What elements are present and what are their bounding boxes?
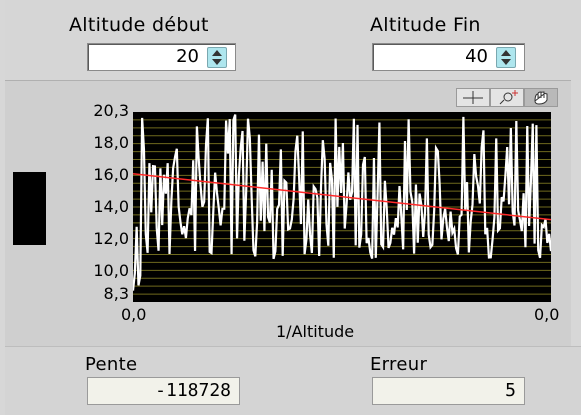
altitude-debut-value[interactable]: 20 (176, 46, 199, 67)
plot-area[interactable] (133, 112, 551, 302)
erreur-indicator: 5 (372, 377, 525, 405)
y-tick-label: 18,0 (93, 133, 129, 152)
y-tick-label: 8,3 (103, 284, 129, 303)
y-tick-label: 14,0 (93, 197, 129, 216)
y-tick-label: 12,0 (93, 229, 129, 248)
crosshair-cursor-icon[interactable] (456, 88, 490, 107)
fit-line (133, 173, 551, 221)
y-tick-label: 10,0 (93, 261, 129, 280)
side-indicator-block (13, 172, 46, 245)
altitude-debut-input[interactable]: 20 (87, 43, 236, 71)
altitude-fin-label: Altitude Fin (370, 14, 481, 36)
altitude-fin-input[interactable]: 40 (372, 43, 525, 71)
y-tick-label: 20,3 (93, 101, 129, 120)
erreur-label: Erreur (370, 354, 428, 375)
pente-indicator: -118728 (87, 377, 240, 405)
x-axis-label: 1/Altitude (276, 322, 355, 341)
y-tick-label: 16,0 (93, 165, 129, 184)
x-tick-label: 0,0 (121, 305, 147, 324)
altitude-fin-spinner-icon[interactable] (496, 47, 516, 68)
altitude-debut-spinner-icon[interactable] (207, 47, 227, 68)
altitude-debut-label: Altitude début (69, 14, 209, 36)
zoom-icon[interactable] (490, 88, 524, 107)
x-tick-label: 0,0 (534, 305, 560, 324)
pente-value: -118728 (155, 380, 231, 401)
altitude-fin-value[interactable]: 40 (465, 46, 488, 67)
pan-hand-icon[interactable] (524, 88, 558, 107)
erreur-value: 5 (505, 380, 516, 401)
pente-label: Pente (85, 354, 138, 375)
data-series-line (133, 114, 551, 291)
